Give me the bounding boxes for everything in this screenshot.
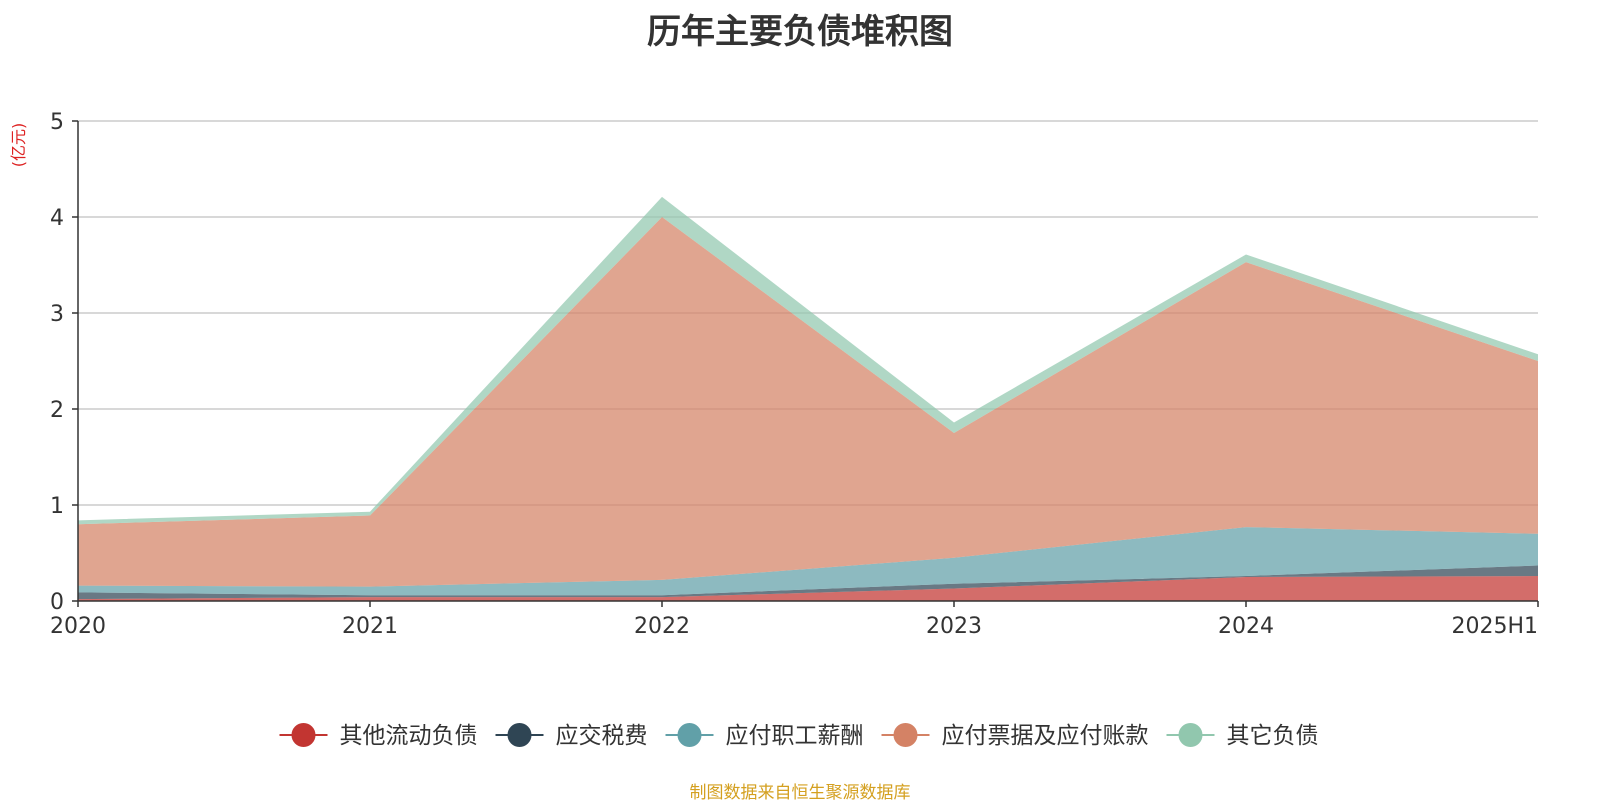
area-series-2 [78,565,1538,600]
x-tick-label: 2020 [50,614,106,639]
legend-marker [677,723,702,747]
legend-label: 应付票据及应付账款 [942,723,1149,749]
source-note: 制图数据来自恒生聚源数据库 [689,783,911,803]
legend-marker [291,723,316,747]
y-tick-label: 1 [50,494,64,519]
x-tick-label: 2025H1 [1451,614,1538,639]
area-series-3 [78,527,1538,596]
y-tick-label: 2 [50,398,64,423]
y-tick-label: 5 [50,110,64,135]
legend-marker [507,723,532,747]
legend-marker [893,723,918,747]
legend-label: 应付职工薪酬 [726,723,864,749]
y-tick-label: 0 [50,590,64,615]
y-tick-label: 4 [50,206,64,231]
area-series-4 [78,217,1538,587]
legend: 其他流动负债 应交税费 应付职工薪酬 应付票据及应付账款 其它负债 [279,723,1319,749]
x-tick-label: 2024 [1218,614,1274,639]
axes: 0 1 2 3 4 5 2020 2021 2022 2023 2024 2025H1 (亿元) [9,110,1539,639]
x-tick-label: 2023 [926,614,982,639]
area-series-1 [78,576,1538,601]
x-tick-label: 2021 [342,614,398,639]
legend-label: 其它负债 [1227,723,1319,749]
y-tick-label: 3 [50,302,64,327]
legend-label: 其他流动负债 [340,723,478,749]
chart-title: 历年主要负债堆积图 [647,12,953,52]
area-series [78,196,1538,601]
legend-label: 应交税费 [556,723,648,749]
x-tick-label: 2022 [634,614,690,639]
y-unit-label: (亿元) [9,123,28,168]
legend-marker [1178,723,1203,747]
